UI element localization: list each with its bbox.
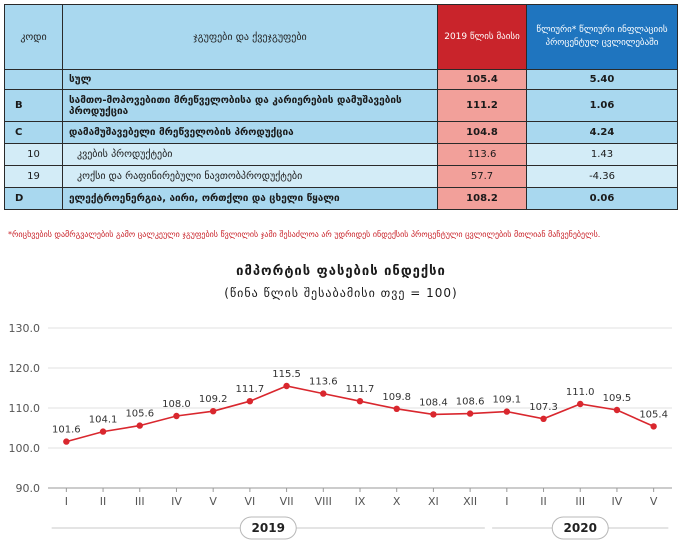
year-label: 2019 [252, 521, 285, 535]
col-header-change: წლიური* წლიური ინფლაციის პროცენტულ ცვლილ… [526, 4, 678, 70]
x-tick-label: IV [171, 495, 182, 508]
row-value-change: 4.24 [526, 121, 678, 144]
data-label: 113.6 [309, 377, 338, 388]
row-value-year: 111.2 [437, 89, 527, 122]
data-label: 109.8 [382, 392, 411, 403]
row-name: სულ [62, 69, 438, 90]
row-code: B [4, 89, 63, 122]
x-tick-label: I [505, 495, 508, 508]
table-row: B სამთო-მოპოვებითი მრეწველობისა და კარიე… [4, 89, 678, 122]
x-tick-label: VI [244, 495, 255, 508]
data-label: 109.2 [199, 394, 228, 405]
data-point [173, 412, 180, 420]
year-label: 2020 [564, 521, 597, 535]
year-badge [239, 516, 297, 540]
row-code: 19 [4, 165, 63, 188]
col-header-year: 2019 წლის მაისი [437, 4, 527, 70]
data-label: 111.7 [236, 384, 265, 395]
data-label: 107.3 [529, 402, 558, 413]
data-point [63, 438, 70, 445]
data-label: 111.0 [566, 387, 595, 398]
table-row: 19 კოქსი და რაფინირებული ნავთობპროდუქტებ… [4, 165, 678, 188]
x-tick-label: I [65, 495, 68, 508]
row-name: კოქსი და რაფინირებული ნავთობპროდუქტები [62, 165, 438, 188]
chart-title: იმპორტის ფასების ინდექსი [236, 264, 446, 279]
data-label: 104.1 [89, 415, 118, 426]
row-code [4, 69, 63, 90]
table-row: სულ 105.4 5.40 [4, 69, 678, 90]
data-point [577, 400, 584, 408]
row-name: სამთო-მოპოვებითი მრეწველობისა და კარიერე… [62, 89, 438, 122]
data-label: 101.6 [52, 425, 81, 436]
data-label: 108.4 [419, 397, 448, 408]
row-name: ელექტროენერგია, აირი, ორთქლი და ცხელი წყ… [62, 187, 438, 210]
data-point [246, 398, 254, 405]
data-label: 109.1 [493, 395, 522, 406]
y-tick-label: 130.0 [9, 322, 41, 335]
data-point [540, 415, 547, 422]
data-point [209, 408, 217, 415]
data-label: 108.0 [162, 399, 191, 410]
table-row: D ელექტროენერგია, აირი, ორთქლი და ცხელი … [4, 187, 678, 210]
row-value-year: 113.6 [437, 143, 527, 166]
x-tick-label: XII [463, 495, 477, 508]
data-point [393, 405, 400, 412]
data-label: 115.5 [272, 369, 301, 380]
x-tick-label: III [575, 495, 585, 508]
data-point [356, 398, 364, 405]
row-value-year: 108.2 [437, 187, 527, 210]
data-label: 105.6 [125, 409, 154, 420]
row-code: C [4, 121, 63, 144]
col-header-code: კოდი [4, 4, 63, 70]
data-label: 108.6 [456, 397, 485, 408]
row-value-change: 0.06 [526, 187, 678, 210]
x-tick-label: II [540, 495, 547, 508]
data-point [613, 406, 621, 414]
data-point [99, 428, 107, 435]
y-tick-label: 100.0 [9, 442, 41, 455]
x-tick-label: V [650, 495, 658, 508]
row-value-change: 1.43 [526, 143, 678, 166]
x-tick-label: IX [355, 495, 366, 508]
data-point [136, 422, 143, 429]
data-point [466, 410, 474, 417]
row-value-change: 5.40 [526, 69, 678, 90]
data-point [650, 423, 657, 430]
data-point [503, 408, 511, 415]
row-value-year: 105.4 [437, 69, 527, 90]
chart-subtitle: (წინა წლის შესაბამისი თვე = 100) [224, 286, 458, 300]
data-label: 109.5 [603, 393, 632, 404]
data-point [283, 382, 290, 390]
table-row: C დამამუშავებელი მრეწველობის პროდუქცია 1… [4, 121, 678, 144]
y-tick-label: 110.0 [9, 402, 41, 415]
row-value-change: 1.06 [526, 89, 678, 122]
data-label: 105.4 [639, 409, 668, 420]
x-tick-label: IV [612, 495, 623, 508]
x-tick-label: XI [428, 495, 439, 508]
row-name: დამამუშავებელი მრეწველობის პროდუქცია [62, 121, 438, 144]
row-code: D [4, 187, 63, 210]
x-tick-label: II [100, 495, 107, 508]
index-table: კოდი ჯგუფები და ქვეჯგუფები 2019 წლის მაი… [4, 4, 678, 210]
data-label: 111.7 [346, 384, 375, 395]
x-tick-label: V [209, 495, 217, 508]
row-value-year: 57.7 [437, 165, 527, 188]
y-tick-label: 120.0 [9, 362, 41, 375]
x-tick-label: X [393, 495, 401, 508]
data-point [320, 390, 327, 397]
year-badge [551, 516, 609, 540]
table-row: 10 კვების პროდუქტები 113.6 1.43 [4, 143, 678, 166]
row-value-change: -4.36 [526, 165, 678, 188]
row-code: 10 [4, 143, 63, 166]
row-name: კვების პროდუქტები [62, 143, 438, 166]
row-value-year: 104.8 [437, 121, 527, 144]
col-header-name: ჯგუფები და ქვეჯგუფები [62, 4, 438, 70]
x-tick-label: VIII [315, 495, 332, 508]
y-tick-label: 90.0 [16, 482, 41, 495]
footnote: *რიცხვების დამრგვალების გამო ცალკეული ჯგ… [8, 230, 601, 239]
data-point [430, 411, 437, 418]
x-tick-label: VII [280, 495, 294, 508]
x-tick-label: III [135, 495, 145, 508]
